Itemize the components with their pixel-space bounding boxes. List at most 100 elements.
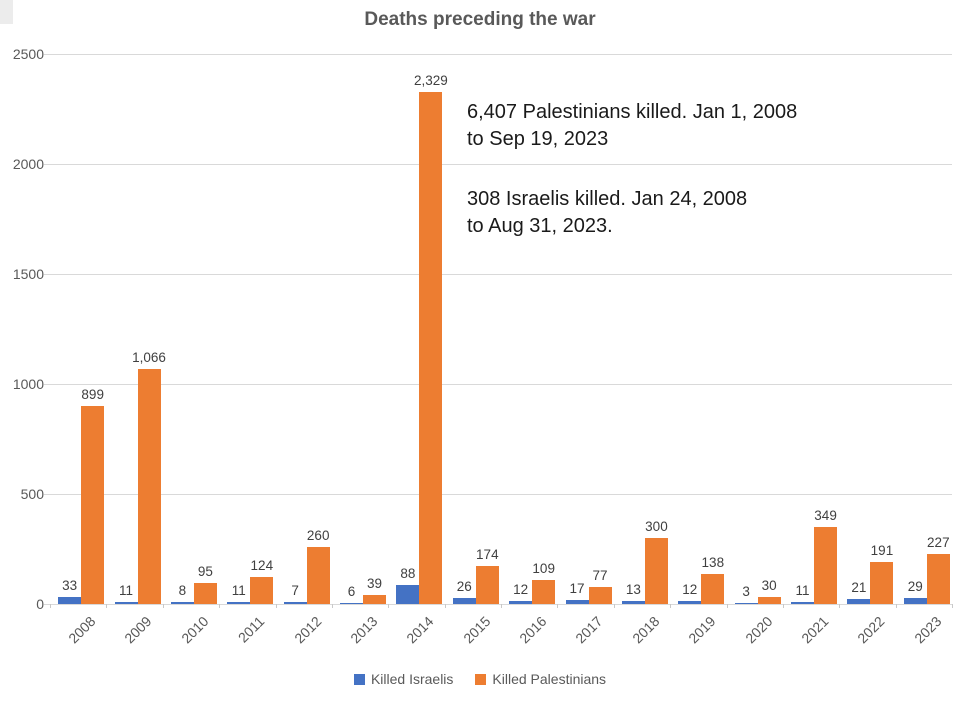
x-axis-label-2015: 2015 — [459, 613, 494, 647]
data-label-israelis: 6 — [347, 583, 356, 599]
data-label-israelis: 17 — [569, 581, 585, 597]
data-label-palestinians: 39 — [367, 576, 383, 592]
x-axis-tick — [501, 604, 502, 608]
bar-killed-palestinians — [137, 369, 161, 604]
x-axis-tick — [782, 604, 784, 608]
data-label-palestinians: 77 — [592, 568, 608, 584]
data-label-palestinians: 227 — [927, 535, 950, 551]
x-axis-tick — [162, 604, 164, 608]
x-axis-tick — [839, 604, 841, 608]
x-axis-tick — [275, 604, 277, 608]
bar-killed-israelis — [734, 603, 758, 604]
bar-killed-israelis — [509, 601, 533, 604]
bar-killed-palestinians — [306, 546, 330, 604]
x-axis-tick — [895, 604, 897, 608]
data-label-israelis: 8 — [178, 583, 187, 599]
data-label-palestinians: 260 — [306, 527, 330, 543]
legend-item-killed-palestinians: Killed Palestinians — [475, 671, 606, 687]
data-label-israelis: 26 — [456, 579, 472, 595]
bar-killed-palestinians — [870, 561, 894, 604]
x-axis-tick — [331, 604, 333, 608]
y-axis-tick — [44, 53, 50, 55]
y-axis-tick — [44, 163, 50, 165]
x-axis-label-2009: 2009 — [121, 613, 155, 647]
y-axis-label: 0 — [36, 596, 44, 612]
x-axis-label-2016: 2016 — [516, 613, 550, 647]
bar-killed-israelis — [58, 596, 82, 604]
gridline-1500 — [50, 273, 952, 275]
y-axis-label: 500 — [20, 486, 44, 502]
x-axis-tick — [50, 604, 51, 608]
data-label-palestinians: 174 — [476, 546, 499, 562]
bar-killed-israelis — [283, 602, 307, 604]
bar-killed-israelis — [340, 602, 364, 604]
gridline-1000 — [50, 383, 952, 385]
x-axis-tick — [670, 604, 672, 608]
data-label-palestinians: 191 — [870, 542, 894, 558]
data-label-palestinians: 300 — [645, 519, 668, 534]
bar-killed-israelis — [170, 602, 194, 604]
bar-killed-israelis — [452, 598, 476, 604]
x-axis-label-2014: 2014 — [403, 613, 437, 647]
x-axis-label-2019: 2019 — [685, 613, 719, 647]
legend-swatch-israelis-icon — [353, 673, 365, 685]
annotation-palestinians-total: 6,407 Palestinians killed. Jan 1, 2008 t… — [467, 101, 798, 150]
x-axis-label-2021: 2021 — [798, 613, 832, 647]
bar-killed-palestinians — [81, 406, 105, 604]
gridline-500 — [50, 493, 952, 495]
data-label-israelis: 88 — [400, 565, 416, 581]
bar-killed-israelis — [903, 597, 927, 604]
data-label-palestinians: 2,329 — [414, 72, 448, 88]
chart-legend: Killed Israelis Killed Palestinians — [0, 671, 960, 687]
bar-killed-palestinians — [419, 91, 443, 604]
data-label-israelis: 29 — [907, 578, 923, 594]
data-label-israelis: 12 — [682, 582, 698, 598]
bar-killed-palestinians — [814, 527, 838, 604]
chart-title: Deaths preceding the war — [364, 9, 596, 30]
y-axis-tick — [44, 493, 50, 495]
bar-killed-palestinians — [363, 595, 387, 604]
bar-killed-israelis — [396, 584, 420, 604]
data-label-israelis: 12 — [513, 582, 529, 598]
data-label-israelis: 3 — [742, 584, 750, 599]
x-axis-label-2010: 2010 — [177, 613, 212, 647]
gridline-2500 — [50, 53, 952, 55]
y-axis-tick — [44, 383, 50, 385]
bar-killed-israelis — [227, 601, 251, 604]
x-axis-tick — [388, 604, 390, 608]
x-axis-label-2018: 2018 — [628, 613, 663, 647]
annotation-israelis-total: 308 Israelis killed. Jan 24, 2008 to Aug… — [467, 188, 748, 237]
x-axis-label-2008: 2008 — [65, 613, 99, 647]
bar-killed-israelis — [114, 601, 138, 604]
x-axis-label-2012: 2012 — [290, 613, 325, 647]
data-label-israelis: 11 — [795, 582, 810, 598]
x-axis-tick — [444, 604, 446, 608]
x-axis-label-2022: 2022 — [854, 613, 888, 647]
bar-killed-israelis — [791, 601, 815, 604]
screenshot-corner-artifact — [0, 0, 13, 24]
bar-killed-palestinians — [250, 576, 274, 604]
legend-label-palestinians: Killed Palestinians — [492, 671, 607, 687]
bar-killed-palestinians — [532, 580, 556, 604]
data-label-palestinians: 138 — [701, 554, 725, 570]
bar-killed-israelis — [621, 601, 645, 604]
data-label-israelis: 13 — [625, 582, 641, 598]
x-axis-tick — [106, 604, 108, 608]
data-label-palestinians: 899 — [81, 387, 104, 403]
gridline-2000 — [50, 163, 952, 165]
data-label-palestinians: 109 — [532, 561, 555, 577]
legend-label-israelis: Killed Israelis — [370, 671, 454, 687]
bar-killed-palestinians — [701, 573, 725, 604]
bar-killed-palestinians — [193, 583, 217, 604]
y-axis-tick — [44, 603, 50, 605]
x-axis-tick — [613, 604, 615, 608]
bar-killed-israelis — [847, 599, 871, 604]
data-label-palestinians: 124 — [250, 557, 274, 573]
data-label-palestinians: 1,066 — [132, 350, 166, 366]
x-axis-label-2023: 2023 — [910, 613, 945, 647]
legend-swatch-palestinians-icon — [475, 673, 487, 685]
bar-killed-palestinians — [588, 587, 612, 604]
data-label-israelis: 33 — [62, 577, 78, 593]
data-label-palestinians: 95 — [197, 564, 213, 580]
